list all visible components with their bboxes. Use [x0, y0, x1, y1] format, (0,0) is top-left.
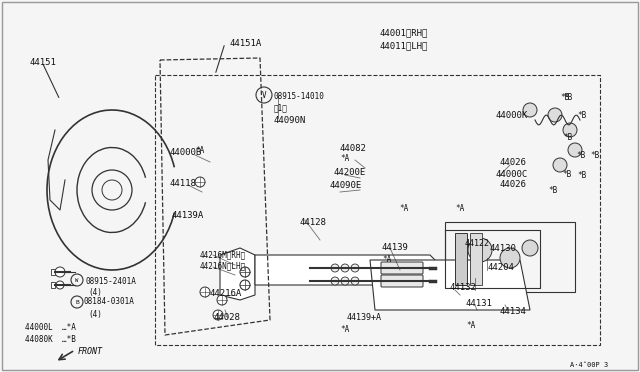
- Text: (4): (4): [88, 288, 102, 296]
- Text: 44151: 44151: [30, 58, 57, 67]
- Circle shape: [351, 264, 359, 272]
- Circle shape: [568, 143, 582, 157]
- Circle shape: [468, 238, 492, 262]
- Text: 08184-0301A: 08184-0301A: [83, 298, 134, 307]
- Text: FRONT: FRONT: [78, 347, 103, 356]
- Bar: [445, 222, 575, 292]
- FancyBboxPatch shape: [381, 275, 423, 287]
- Text: 08915-2401A: 08915-2401A: [85, 276, 136, 285]
- Text: *A: *A: [399, 203, 408, 212]
- Text: 44139: 44139: [382, 243, 409, 251]
- Circle shape: [56, 281, 64, 289]
- Text: 44011〈LH〉: 44011〈LH〉: [380, 42, 428, 51]
- Circle shape: [351, 277, 359, 285]
- Bar: [51, 282, 55, 288]
- Text: *B: *B: [577, 110, 586, 119]
- Text: 44200E: 44200E: [333, 167, 365, 176]
- Text: 44128: 44128: [300, 218, 327, 227]
- Text: 44000L  …*A: 44000L …*A: [25, 324, 76, 333]
- Bar: [155, 75, 600, 345]
- Text: 44080K  …*B: 44080K …*B: [25, 336, 76, 344]
- Text: 44139A: 44139A: [172, 211, 204, 219]
- Circle shape: [500, 248, 520, 268]
- Text: *B: *B: [560, 93, 569, 102]
- Polygon shape: [370, 260, 530, 310]
- FancyBboxPatch shape: [381, 262, 423, 274]
- Circle shape: [331, 277, 339, 285]
- Text: 08915-14010: 08915-14010: [274, 92, 325, 100]
- Text: 44151A: 44151A: [230, 38, 262, 48]
- Polygon shape: [255, 255, 440, 285]
- Text: 44000C: 44000C: [495, 170, 527, 179]
- Text: 44131: 44131: [466, 298, 493, 308]
- Text: *A: *A: [466, 321, 476, 330]
- Text: B: B: [75, 299, 79, 305]
- Text: 44000B: 44000B: [170, 148, 202, 157]
- Circle shape: [563, 123, 577, 137]
- Text: *A: *A: [195, 145, 204, 154]
- Text: *B: *B: [562, 170, 572, 179]
- Text: *A: *A: [340, 154, 349, 163]
- Circle shape: [213, 310, 223, 320]
- Text: *B: *B: [563, 132, 572, 141]
- Text: 〈1〉: 〈1〉: [274, 103, 288, 112]
- Circle shape: [240, 267, 250, 277]
- Text: 44000K: 44000K: [495, 110, 527, 119]
- Circle shape: [341, 264, 349, 272]
- Text: A·4ˆ00P 3: A·4ˆ00P 3: [570, 362, 608, 368]
- Circle shape: [200, 287, 210, 297]
- Text: 44216A: 44216A: [210, 289, 243, 298]
- Circle shape: [240, 280, 250, 290]
- Text: 44028: 44028: [213, 312, 240, 321]
- Text: 44130: 44130: [490, 244, 517, 253]
- Text: *B: *B: [577, 170, 586, 180]
- Text: 44216M〈RH〉: 44216M〈RH〉: [200, 250, 246, 260]
- Text: 44090N: 44090N: [274, 115, 307, 125]
- Circle shape: [522, 240, 538, 256]
- Circle shape: [523, 103, 537, 117]
- Text: 44001〈RH〉: 44001〈RH〉: [380, 29, 428, 38]
- Text: 44026: 44026: [500, 157, 527, 167]
- Circle shape: [195, 177, 205, 187]
- Bar: [51, 269, 55, 275]
- Text: 44132: 44132: [450, 283, 477, 292]
- Circle shape: [548, 108, 562, 122]
- Text: 44082: 44082: [340, 144, 367, 153]
- Text: 44204: 44204: [487, 263, 514, 273]
- Text: *A: *A: [455, 203, 464, 212]
- Bar: [455, 233, 467, 285]
- Text: *B: *B: [548, 186, 557, 195]
- Circle shape: [331, 264, 339, 272]
- Text: *B: *B: [576, 151, 585, 160]
- Text: V: V: [262, 90, 266, 99]
- Text: 44118: 44118: [170, 179, 197, 187]
- Text: *B: *B: [563, 93, 572, 102]
- Text: 44134: 44134: [500, 307, 527, 315]
- Text: 44090E: 44090E: [330, 180, 362, 189]
- Text: 44122: 44122: [465, 238, 490, 247]
- Text: W: W: [76, 278, 79, 282]
- Circle shape: [55, 267, 65, 277]
- Text: *A: *A: [382, 256, 391, 264]
- Circle shape: [341, 277, 349, 285]
- Text: *B: *B: [590, 151, 599, 160]
- Polygon shape: [220, 248, 255, 300]
- Circle shape: [553, 158, 567, 172]
- Text: 44139+A: 44139+A: [347, 314, 382, 323]
- Text: 44026: 44026: [500, 180, 527, 189]
- Circle shape: [217, 295, 227, 305]
- Bar: [470, 233, 482, 285]
- Text: *A: *A: [340, 326, 349, 334]
- Text: (4): (4): [88, 310, 102, 318]
- Text: 44216N〈LH〉: 44216N〈LH〉: [200, 262, 246, 270]
